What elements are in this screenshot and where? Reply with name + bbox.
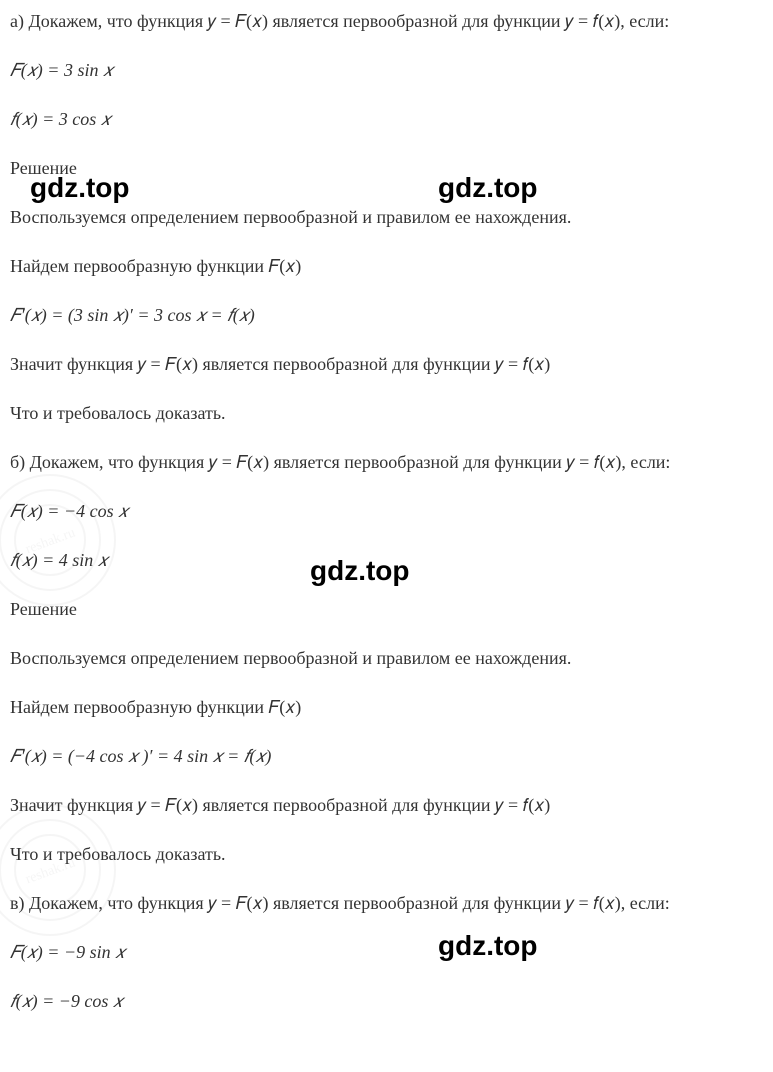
- qed-b: Что и требовалось доказать.: [10, 841, 763, 868]
- formula-F-a: 𝐹(𝑥) = 3 sin 𝑥: [10, 57, 763, 84]
- solution-text-a1: Воспользуемся определением первообразной…: [10, 204, 763, 231]
- formula-f-a: 𝑓(𝑥) = 3 cos 𝑥: [10, 106, 763, 133]
- formula-f-c: 𝑓(𝑥) = −9 cos 𝑥: [10, 988, 763, 1015]
- solution-text-b2: Найдем первообразную функции 𝐹(𝑥): [10, 694, 763, 721]
- solution-heading-a: Решение: [10, 155, 763, 182]
- problem-c-statement: в) Докажем, что функция 𝑦 = 𝐹(𝑥) являетс…: [10, 890, 763, 917]
- derivation-a: 𝐹′(𝑥) = (3 sin 𝑥)′ = 3 cos 𝑥 = 𝑓(𝑥): [10, 302, 763, 329]
- formula-F-c: 𝐹(𝑥) = −9 sin 𝑥: [10, 939, 763, 966]
- conclusion-a: Значит функция 𝑦 = 𝐹(𝑥) является первооб…: [10, 351, 763, 378]
- problem-a-statement: а) Докажем, что функция 𝑦 = 𝐹(𝑥) являетс…: [10, 8, 763, 35]
- solution-text-a2: Найдем первообразную функции 𝐹(𝑥): [10, 253, 763, 280]
- conclusion-b: Значит функция 𝑦 = 𝐹(𝑥) является первооб…: [10, 792, 763, 819]
- solution-heading-b: Решение: [10, 596, 763, 623]
- derivation-b: 𝐹′(𝑥) = (−4 cos 𝑥 )′ = 4 sin 𝑥 = 𝑓(𝑥): [10, 743, 763, 770]
- formula-F-b: 𝐹(𝑥) = −4 cos 𝑥: [10, 498, 763, 525]
- qed-a: Что и требовалось доказать.: [10, 400, 763, 427]
- problem-b-statement: б) Докажем, что функция 𝑦 = 𝐹(𝑥) являетс…: [10, 449, 763, 476]
- formula-f-b: 𝑓(𝑥) = 4 sin 𝑥: [10, 547, 763, 574]
- solution-text-b1: Воспользуемся определением первообразной…: [10, 645, 763, 672]
